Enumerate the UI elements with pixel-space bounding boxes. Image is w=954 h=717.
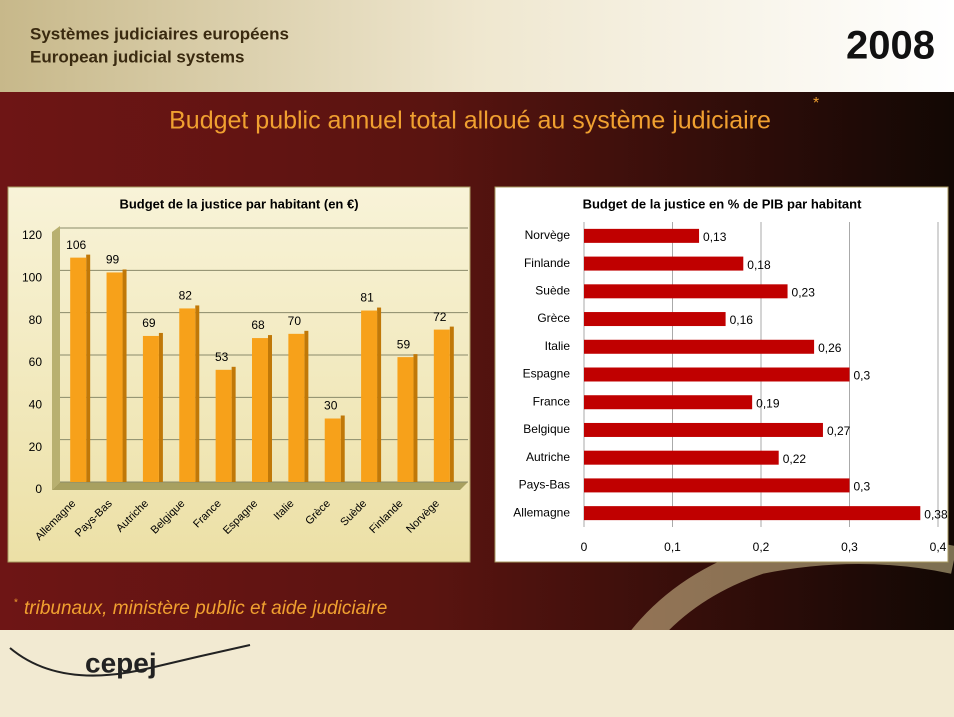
- bar: [179, 308, 196, 482]
- data-label: 106: [66, 238, 86, 252]
- data-label: 0,16: [730, 313, 754, 327]
- bar: [584, 367, 850, 382]
- y-tick-label: Italie: [545, 339, 571, 353]
- bar-side: [158, 332, 163, 482]
- bar: [584, 284, 788, 299]
- y-tick-label: 80: [29, 313, 43, 327]
- data-label: 69: [142, 316, 156, 330]
- bar: [584, 422, 823, 437]
- y-tick-label: Grèce: [537, 311, 570, 325]
- title-mark: *: [813, 95, 819, 112]
- x-tick-label: 0,3: [841, 540, 858, 554]
- bar: [584, 478, 850, 493]
- bar-side: [304, 330, 309, 482]
- data-label: 0,18: [747, 258, 771, 272]
- y-tick-label: Pays-Bas: [519, 478, 570, 492]
- y-tick-label: 120: [22, 228, 42, 242]
- bar: [324, 418, 341, 482]
- y-tick-label: Suède: [535, 283, 570, 297]
- bar: [584, 450, 779, 465]
- slide-title: Budget public annuel total alloué au sys…: [169, 107, 771, 135]
- y-tick-label: France: [533, 394, 571, 408]
- y-tick-label: 20: [29, 440, 43, 454]
- data-label: 0,23: [792, 285, 816, 299]
- bar: [361, 310, 378, 482]
- data-label: 0,26: [818, 341, 842, 355]
- chart-title: Budget de la justice par habitant (en €): [119, 196, 358, 211]
- bar: [70, 257, 87, 482]
- bar: [288, 333, 305, 482]
- x-tick-label: 0: [581, 540, 588, 554]
- x-tick-label: 0,1: [664, 540, 681, 554]
- y-tick-label: 60: [29, 355, 43, 369]
- y-tick-label: Autriche: [526, 450, 570, 464]
- bar: [584, 312, 726, 327]
- data-label: 70: [288, 314, 302, 328]
- bar-side: [340, 415, 345, 482]
- axis-floor: [52, 482, 468, 490]
- footer-band: [0, 630, 954, 717]
- data-label: 59: [397, 337, 411, 351]
- bar-side: [195, 305, 200, 482]
- data-label: 0,13: [703, 230, 727, 244]
- bar-side: [231, 366, 236, 482]
- logo-swoosh: [9, 644, 251, 677]
- axis-wall: [52, 226, 60, 490]
- bar: [584, 339, 815, 354]
- header-band: [0, 0, 954, 92]
- bar: [397, 357, 414, 482]
- bar: [584, 228, 700, 243]
- bar: [215, 369, 232, 482]
- x-tick-label: 0,2: [753, 540, 770, 554]
- y-tick-label: Belgique: [523, 422, 570, 436]
- y-tick-label: 100: [22, 271, 42, 285]
- bar: [584, 256, 744, 271]
- data-label: 82: [179, 289, 193, 303]
- data-label: 72: [433, 310, 447, 324]
- y-tick-label: 0: [35, 482, 42, 496]
- header-line: Systèmes judiciaires européens: [30, 24, 289, 43]
- data-label: 0,38: [924, 507, 948, 521]
- bar: [433, 329, 450, 482]
- data-label: 0,22: [783, 452, 807, 466]
- y-tick-label: Allemagne: [513, 505, 570, 519]
- data-label: 0,3: [854, 480, 871, 494]
- logo: cepej: [85, 647, 157, 678]
- data-label: 99: [106, 253, 120, 267]
- bar: [584, 395, 753, 410]
- y-tick-label: Norvège: [525, 228, 571, 242]
- year: 2008: [846, 24, 935, 68]
- y-tick-label: Espagne: [523, 367, 571, 381]
- data-label: 81: [360, 291, 374, 305]
- data-label: 0,19: [756, 396, 780, 410]
- header-line: European judicial systems: [30, 47, 244, 66]
- bar-side: [449, 326, 454, 482]
- data-label: 68: [251, 318, 265, 332]
- x-tick-label: 0,4: [930, 540, 947, 554]
- footnote: tribunaux, ministère public et aide judi…: [24, 598, 387, 619]
- bar-side: [413, 354, 418, 482]
- y-tick-label: 40: [29, 398, 43, 412]
- data-label: 0,3: [854, 369, 871, 383]
- bar-side: [377, 307, 382, 482]
- data-label: 53: [215, 350, 229, 364]
- data-label: 30: [324, 399, 338, 413]
- footnote-mark: *: [14, 598, 18, 609]
- bar-side: [268, 335, 272, 482]
- bar-side: [86, 254, 91, 482]
- bar: [584, 506, 921, 521]
- bar: [106, 272, 123, 482]
- bar: [142, 335, 159, 482]
- bar: [252, 338, 268, 482]
- bar-side: [122, 269, 127, 482]
- data-label: 0,27: [827, 424, 851, 438]
- y-tick-label: Finlande: [524, 256, 570, 270]
- chart-title: Budget de la justice en % de PIB par hab…: [583, 196, 862, 211]
